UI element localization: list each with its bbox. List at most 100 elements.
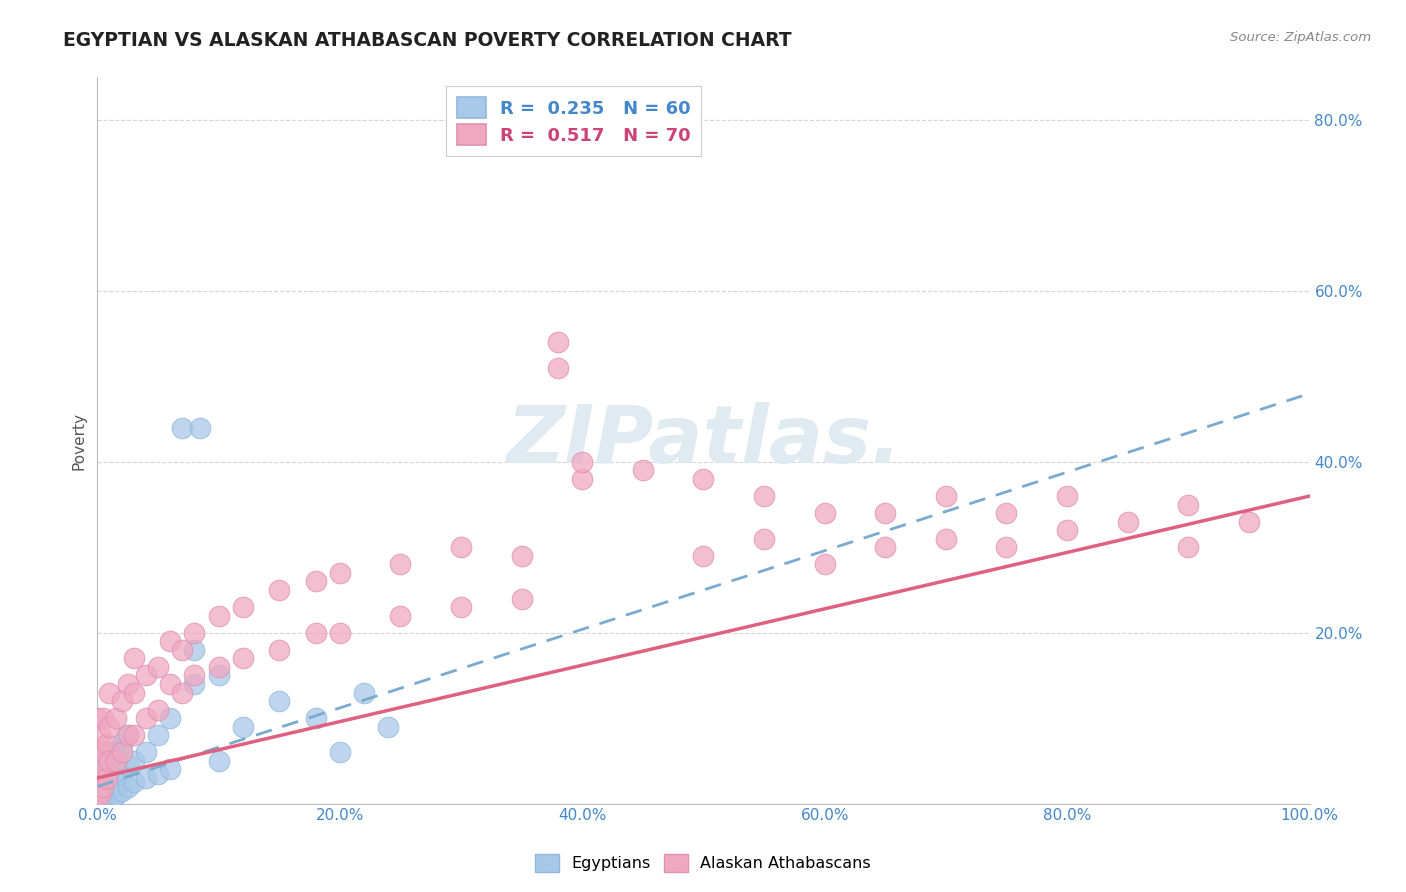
Point (98, 754, 121, 768)
Point (89, 780, 111, 794)
Point (1177, 541, 1199, 555)
Point (86, 780, 108, 794)
Point (89, 763, 111, 777)
Point (159, 677, 181, 691)
Point (122, 754, 145, 768)
Point (692, 549, 714, 563)
Point (146, 703, 169, 717)
Point (547, 360, 569, 375)
Point (122, 651, 145, 665)
Point (269, 694, 291, 708)
Point (450, 541, 472, 555)
Point (935, 532, 957, 546)
Point (110, 784, 132, 798)
Point (183, 625, 205, 640)
Point (232, 720, 254, 734)
Text: ZIPatlas.: ZIPatlas. (506, 401, 901, 480)
Point (571, 472, 593, 486)
Point (93, 754, 115, 768)
Point (101, 763, 124, 777)
Point (98, 788, 121, 802)
Point (1177, 498, 1199, 512)
Point (146, 728, 169, 742)
Point (304, 625, 326, 640)
Point (547, 335, 569, 350)
Point (122, 728, 145, 742)
Point (875, 506, 897, 520)
Point (101, 780, 124, 794)
Point (93, 788, 115, 802)
Point (86, 797, 108, 811)
Point (86, 784, 108, 798)
Point (104, 788, 127, 802)
Point (110, 694, 132, 708)
Point (135, 711, 157, 725)
Point (104, 711, 127, 725)
Point (93, 797, 115, 811)
Y-axis label: Poverty: Poverty (72, 411, 86, 469)
Point (86, 788, 108, 802)
Point (122, 685, 145, 699)
Point (110, 766, 132, 780)
Point (117, 758, 139, 772)
Point (104, 754, 127, 768)
Point (814, 506, 837, 520)
Point (631, 463, 654, 477)
Point (117, 780, 139, 794)
Point (93, 711, 115, 725)
Point (207, 660, 229, 674)
Point (207, 668, 229, 682)
Point (159, 634, 181, 648)
Point (159, 711, 181, 725)
Point (89, 788, 111, 802)
Point (86, 771, 108, 785)
Point (269, 643, 291, 657)
Point (510, 549, 533, 563)
Point (995, 506, 1018, 520)
Point (172, 685, 194, 699)
Point (93, 771, 115, 785)
Point (96, 763, 118, 777)
Point (172, 421, 194, 435)
Point (1056, 523, 1078, 537)
Point (86, 792, 108, 806)
Point (304, 711, 326, 725)
Point (98, 720, 121, 734)
Point (98, 797, 121, 811)
Point (377, 720, 399, 734)
Point (329, 745, 352, 759)
Point (995, 541, 1018, 555)
Point (190, 421, 212, 435)
Point (172, 643, 194, 657)
Point (86, 745, 108, 759)
Point (91, 792, 114, 806)
Point (232, 651, 254, 665)
Point (96, 737, 118, 751)
Point (135, 668, 157, 682)
Point (91, 775, 114, 789)
Point (183, 643, 205, 657)
Point (91, 797, 114, 811)
Point (117, 677, 139, 691)
Point (117, 728, 139, 742)
Point (353, 685, 375, 699)
Point (1116, 515, 1139, 529)
Point (510, 591, 533, 606)
Point (104, 745, 127, 759)
Point (146, 660, 169, 674)
Point (89, 797, 111, 811)
Point (450, 600, 472, 615)
Point (93, 745, 115, 759)
Point (91, 788, 114, 802)
Point (1237, 515, 1260, 529)
Point (89, 792, 111, 806)
Point (89, 728, 111, 742)
Point (389, 608, 412, 623)
Point (96, 797, 118, 811)
Text: Source: ZipAtlas.com: Source: ZipAtlas.com (1230, 31, 1371, 45)
Point (183, 677, 205, 691)
Point (935, 489, 957, 503)
Point (117, 728, 139, 742)
Point (122, 775, 145, 789)
Point (232, 600, 254, 615)
